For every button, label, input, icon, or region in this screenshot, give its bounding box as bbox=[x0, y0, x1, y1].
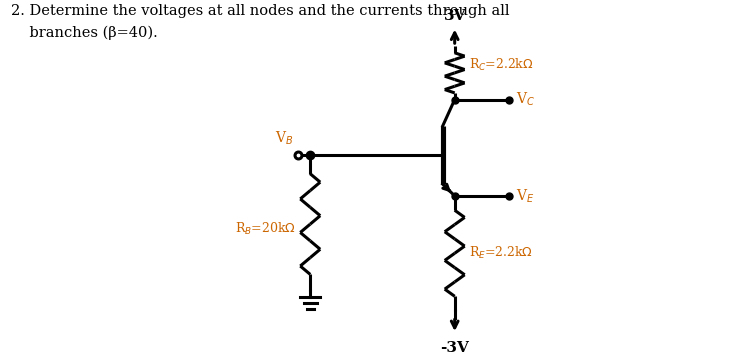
Text: V$_E$: V$_E$ bbox=[516, 187, 535, 204]
Text: 2. Determine the voltages at all nodes and the currents through all: 2. Determine the voltages at all nodes a… bbox=[11, 4, 510, 18]
Text: V$_C$: V$_C$ bbox=[516, 91, 536, 108]
Text: V$_B$: V$_B$ bbox=[275, 130, 294, 147]
Text: R$_E$=2.2k$\Omega$: R$_E$=2.2k$\Omega$ bbox=[469, 245, 533, 261]
Text: -3V: -3V bbox=[440, 341, 469, 355]
Text: R$_C$=2.2k$\Omega$: R$_C$=2.2k$\Omega$ bbox=[469, 57, 533, 73]
Text: 3V: 3V bbox=[443, 9, 466, 23]
Text: branches (β=40).: branches (β=40). bbox=[11, 26, 158, 40]
Text: R$_B$=20k$\Omega$: R$_B$=20k$\Omega$ bbox=[235, 221, 297, 237]
